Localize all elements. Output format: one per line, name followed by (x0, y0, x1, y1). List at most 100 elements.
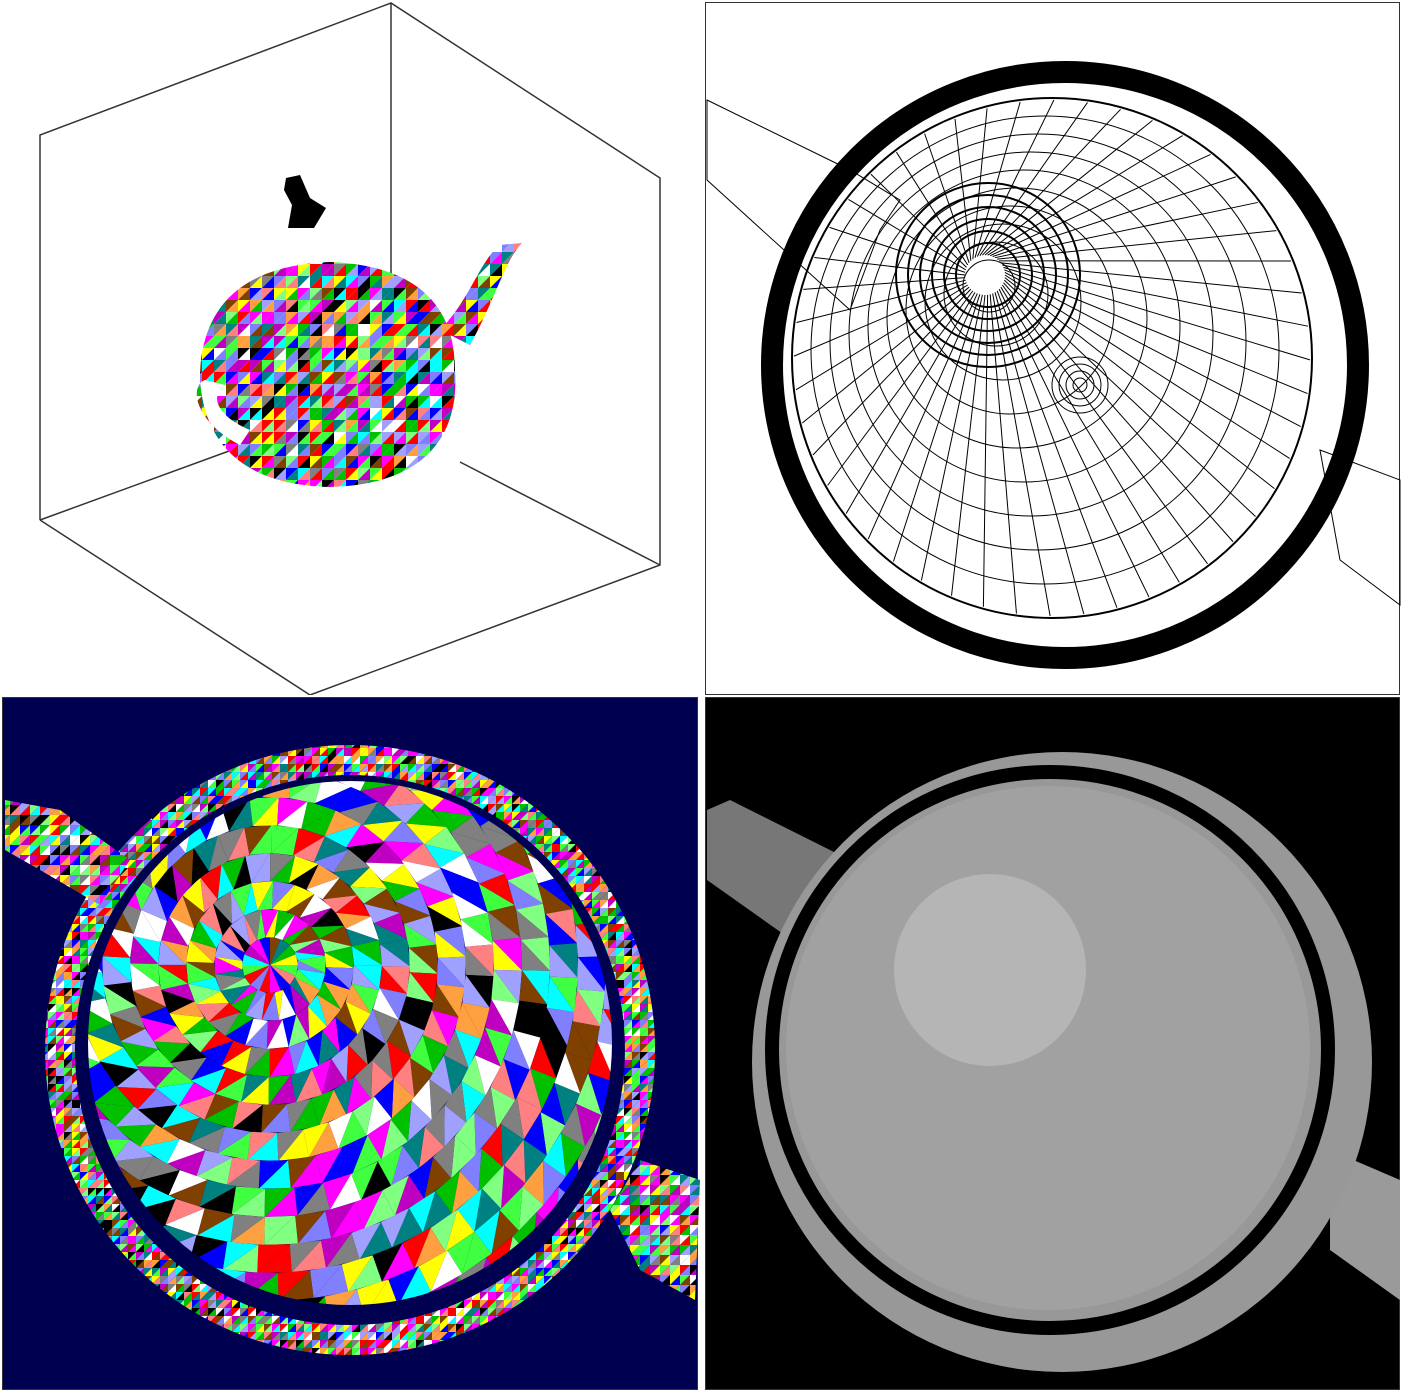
wire-spoke (803, 277, 966, 290)
wire-spoke (997, 230, 1277, 260)
facet (144, 828, 152, 836)
facet (298, 243, 310, 252)
facet (202, 468, 214, 480)
wire-spoke (982, 294, 989, 607)
facet (430, 264, 442, 276)
facet (430, 468, 442, 480)
facet (384, 756, 392, 764)
facet (454, 300, 466, 312)
facet (490, 480, 502, 487)
facet (418, 312, 430, 324)
facet (322, 360, 334, 372)
facet (454, 243, 466, 252)
facet (274, 468, 286, 480)
facet (514, 324, 522, 336)
facet (346, 348, 358, 360)
facet (96, 908, 104, 916)
facet (430, 480, 442, 487)
facet (502, 324, 514, 336)
facet (454, 444, 466, 456)
facet (478, 336, 490, 348)
facet (250, 372, 262, 384)
facet (274, 420, 286, 432)
facet (370, 360, 382, 372)
facet (382, 276, 394, 288)
facet (226, 468, 238, 480)
facet (478, 408, 490, 420)
facet (202, 480, 214, 487)
wire-ring (1051, 356, 1109, 414)
facet (478, 300, 490, 312)
wire-spoke (829, 226, 966, 273)
facet (502, 312, 514, 324)
facet (152, 828, 160, 836)
facet (298, 324, 310, 336)
facet (514, 264, 522, 276)
facet (304, 764, 312, 772)
facet (370, 288, 382, 300)
facet (440, 780, 448, 788)
facet (514, 408, 522, 420)
facet (466, 432, 478, 444)
facet (226, 243, 238, 252)
facet (286, 288, 298, 300)
facet (322, 264, 334, 276)
facet (334, 300, 346, 312)
facet (298, 300, 310, 312)
facet (418, 432, 430, 444)
facet (358, 276, 370, 288)
facet (478, 384, 490, 396)
facet (370, 252, 382, 264)
facet (504, 796, 512, 804)
facet (442, 243, 454, 252)
facet (456, 780, 464, 788)
facet (346, 432, 358, 444)
facet (112, 884, 120, 892)
facet (176, 820, 184, 828)
facet (430, 243, 442, 252)
facet (536, 836, 544, 844)
facet (502, 420, 514, 432)
panel-wireframe (706, 61, 1401, 669)
wire-ring (955, 242, 1021, 308)
facet (584, 868, 592, 876)
rim-ring (761, 61, 1369, 669)
facet (490, 324, 502, 336)
facet (514, 456, 522, 468)
facet (418, 480, 430, 487)
facet (394, 384, 406, 396)
facet (202, 288, 214, 300)
facet (418, 324, 430, 336)
facet (208, 796, 216, 804)
facet (502, 360, 514, 372)
facet (382, 408, 394, 420)
facet (286, 468, 298, 480)
facet (322, 243, 334, 252)
facet (196, 288, 202, 300)
facet (298, 252, 310, 264)
facet (440, 764, 448, 772)
facet (80, 916, 88, 924)
facet (608, 900, 616, 908)
facet (216, 796, 224, 804)
facet (208, 788, 216, 796)
facet (226, 276, 238, 288)
facet (430, 288, 442, 300)
facet (408, 764, 416, 772)
facet (466, 444, 478, 456)
facet (120, 884, 128, 892)
facet (454, 384, 466, 396)
facet (454, 420, 466, 432)
facet (600, 884, 608, 892)
facet (358, 360, 370, 372)
facet (322, 480, 334, 487)
facet (346, 324, 358, 336)
facet (502, 264, 514, 276)
facet (454, 276, 466, 288)
facet (322, 420, 334, 432)
facet (274, 243, 286, 252)
facet (96, 916, 104, 924)
facet (250, 276, 262, 288)
facet (514, 288, 522, 300)
facet (584, 900, 592, 908)
